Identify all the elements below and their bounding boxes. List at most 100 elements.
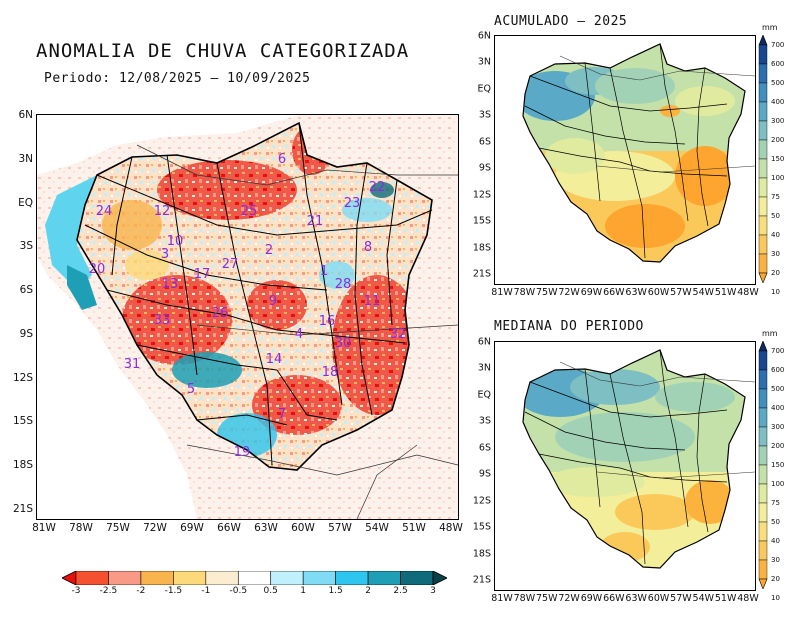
acumulado-lon-tick: 48W xyxy=(737,287,759,298)
colorbar-label: -3 xyxy=(71,586,81,596)
mm-colorbar-segment xyxy=(758,253,768,274)
mediana-lat-tick: 21S xyxy=(472,574,491,586)
acumulado-lat-tick: 3N xyxy=(477,56,491,68)
acumulado-lon-tick: 63W xyxy=(625,287,647,298)
mediana-lon-tick: 48W xyxy=(737,593,759,604)
basin-label: 32 xyxy=(390,327,407,342)
acumulado-lat-tick: EQ xyxy=(477,83,491,95)
mm-colorbar-segment xyxy=(758,464,768,485)
main-lon-tick: 81W xyxy=(32,522,56,534)
mediana-lat-tick: 6N xyxy=(477,336,491,348)
acumulado-lon-tick: 57W xyxy=(670,287,692,298)
basin-label: 9 xyxy=(269,294,277,309)
colorbar-segment xyxy=(400,570,434,586)
colorbar-segment xyxy=(75,570,109,586)
mm-colorbar-label: 40 xyxy=(771,537,780,545)
mediana-lon-tick: 60W xyxy=(647,593,670,604)
mm-colorbar-label: 75 xyxy=(771,193,780,201)
basin-label: 21 xyxy=(307,214,324,229)
basin-label: 8 xyxy=(364,240,372,255)
acumulado-title: ACUMULADO – 2025 xyxy=(494,14,628,29)
mm-colorbar-label: 700 xyxy=(771,41,785,49)
main-lon-tick: 57W xyxy=(328,522,352,534)
basin-label: 25 xyxy=(241,204,258,219)
acumulado-lon-tick: 81W xyxy=(491,287,513,298)
mm-colorbar-segment xyxy=(758,177,768,198)
acumulado-lat-tick: 6S xyxy=(478,136,491,148)
mediana-lat-tick: 6S xyxy=(478,442,491,454)
mm-colorbar-segment xyxy=(758,139,768,160)
colorbar-label: -2 xyxy=(136,586,146,596)
mediana-lat-tick: EQ xyxy=(477,389,491,401)
mm-colorbar-segment xyxy=(758,44,768,65)
mm-colorbar-label: 500 xyxy=(771,385,785,393)
basin-label: 30 xyxy=(335,336,352,351)
colorbar-label: -1.5 xyxy=(164,586,183,596)
mediana-lon-tick: 66W xyxy=(603,593,625,604)
basin-label: 28 xyxy=(335,277,352,292)
mm-colorbar-label: 75 xyxy=(771,499,780,507)
basin-label: 27 xyxy=(222,257,239,272)
basin-label: 20 xyxy=(89,262,106,277)
basin-label: 3 xyxy=(161,247,169,262)
acumulado-lon-tick: 69W xyxy=(580,287,603,298)
mm-colorbar-top-arrow xyxy=(758,35,768,46)
colorbar-segment xyxy=(335,570,369,586)
mm-colorbar-label: 300 xyxy=(771,423,785,431)
acumulado-lat-tick: 15S xyxy=(472,215,491,227)
basin-label: 31 xyxy=(124,357,141,372)
main-lat-tick: 6N xyxy=(18,109,33,121)
anomaly-map: 24 12 25 6 23 22 21 10 3 20 17 27 2 8 13 1 28 9 11 33 26 16 4 3… xyxy=(36,114,459,520)
acumulado-lon-tick: 78W xyxy=(513,287,536,298)
colorbar-label: 2.5 xyxy=(393,586,408,596)
mm-colorbar-label: 400 xyxy=(771,98,785,106)
mm-colorbar-label: 20 xyxy=(771,269,780,277)
mediana-lat-tick: 18S xyxy=(472,548,491,560)
basin-label: 24 xyxy=(96,204,113,219)
main-lon-tick: 69W xyxy=(180,522,204,534)
mm-colorbar-label: 300 xyxy=(771,117,785,125)
mm-colorbar-segment xyxy=(758,234,768,255)
mm-colorbar-bottom-arrow xyxy=(758,272,768,283)
basin-label: 10 xyxy=(167,234,184,249)
mm-colorbar-segment xyxy=(758,521,768,542)
mediana-lon-tick: 54W xyxy=(692,593,715,604)
colorbar-label: -0.5 xyxy=(229,586,248,596)
acumulado-lon-tick: 60W xyxy=(647,287,670,298)
mediana-lon-tick: 78W xyxy=(513,593,536,604)
mm-colorbar-label: 100 xyxy=(771,174,785,182)
acumulado-lat-tick: 18S xyxy=(472,242,491,254)
mediana-lon-tick: 51W xyxy=(714,593,737,604)
mediana-map xyxy=(494,341,756,591)
mm-colorbar-segment xyxy=(758,559,768,580)
mm-colorbar-label: 200 xyxy=(771,442,785,450)
basin-label: 19 xyxy=(234,445,251,460)
basin-label: 33 xyxy=(154,313,171,328)
colorbar-label: 1 xyxy=(300,586,307,596)
mm-colorbar-segment xyxy=(758,483,768,504)
basin-label: 14 xyxy=(266,352,283,367)
acumulado-lon-tick: 66W xyxy=(603,287,625,298)
mm-colorbar-label: 150 xyxy=(771,461,785,469)
colorbar-label: 1.5 xyxy=(328,586,343,596)
main-lat-tick: 15S xyxy=(12,415,33,428)
colorbar-max-arrow xyxy=(432,570,448,586)
colorbar-segment xyxy=(270,570,304,586)
basin-label: 11 xyxy=(364,294,381,309)
mm-colorbar-segment xyxy=(758,502,768,523)
acumulado-lon-tick: 72W xyxy=(558,287,580,298)
colorbar-label: 2 xyxy=(365,586,371,596)
basin-label: 23 xyxy=(344,196,361,211)
mm-colorbar-segment xyxy=(758,63,768,84)
main-lat-tick: 3S xyxy=(19,240,33,253)
mm-unit-label: mm xyxy=(762,329,778,338)
acumulado-lon-tick: 75W xyxy=(535,287,558,298)
basin-label: 5 xyxy=(187,382,195,397)
mm-colorbar-label: 100 xyxy=(771,480,785,488)
mediana-lat-tick: 3N xyxy=(477,362,491,374)
mediana-lon-tick: 81W xyxy=(491,593,513,604)
basin-label: 22 xyxy=(369,180,386,195)
mm-colorbar-segment xyxy=(758,445,768,466)
main-lon-tick: 78W xyxy=(69,522,93,534)
mm-colorbar-segment xyxy=(758,196,768,217)
